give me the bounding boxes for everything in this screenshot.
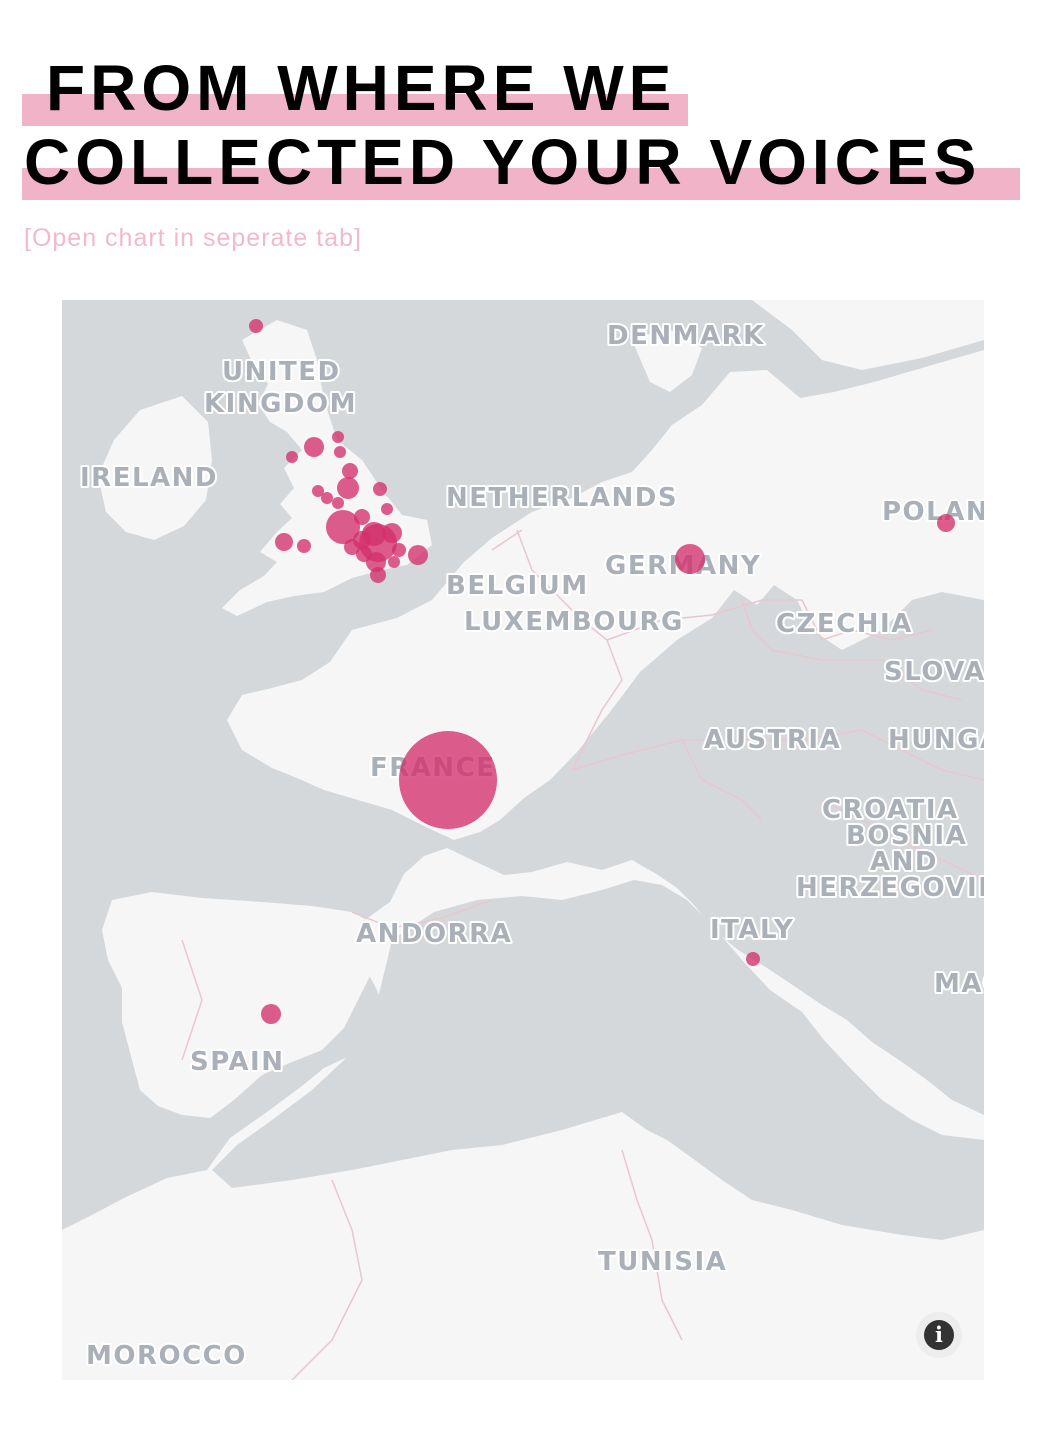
marker-uk-14[interactable] [275,533,293,551]
marker-uk-23[interactable] [388,556,400,568]
headline-text-2: COLLECTED YOUR VOICES [24,126,982,198]
label-poland: POLAN [882,497,984,527]
label-spain: SPAIN [190,1047,284,1077]
marker-germany[interactable] [675,544,705,574]
land-ireland [98,396,212,540]
land-scandinavia [632,300,984,392]
label-united: UNITED [222,357,341,387]
marker-uk-4[interactable] [334,446,346,458]
label-hungary: HUNGA [888,725,984,755]
marker-uk-1[interactable] [304,437,324,457]
marker-uk-10[interactable] [373,482,387,496]
country-borders [181,529,984,1380]
marker-uk-2[interactable] [286,451,298,463]
label-bosnia: BOSNIA [846,821,967,851]
info-icon: i [924,1320,954,1350]
label-kingdom: KINGDOM [204,389,357,419]
label-slovakia: SLOVAI [884,657,984,687]
land-iberia [102,892,392,1118]
marker-uk-20[interactable] [392,543,406,557]
label-tunisia: TUNISIA [598,1247,727,1277]
label-luxembourg: LUXEMBOURG [464,607,684,637]
label-ireland: IRELAND [80,463,218,493]
marker-uk-22[interactable] [366,552,386,572]
map-canvas[interactable]: DENMARK UNITED KINGDOM IRELAND NETHERLAN… [62,300,984,1380]
label-austria: AUSTRIA [704,725,841,755]
marker-italy[interactable] [746,952,760,966]
label-belgium: BELGIUM [446,571,589,601]
map-info-button[interactable]: i [916,1312,962,1358]
headline-text-1: FROM WHERE WE [46,52,677,124]
marker-uk-19[interactable] [382,523,402,543]
label-macedonia: MAC [934,969,984,999]
sea-biscay [142,810,352,900]
marker-uk-15[interactable] [297,539,311,553]
sea-mediterranean [212,880,984,1240]
location-markers[interactable] [249,319,955,1024]
marker-uk-25[interactable] [408,545,428,565]
marker-uk-9[interactable] [332,497,344,509]
label-and: AND [870,847,938,877]
marker-uk-11[interactable] [381,503,393,515]
marker-scotland[interactable] [249,319,263,333]
marker-poland[interactable] [937,514,955,532]
label-denmark: DENMARK [607,321,765,351]
sea-adriatic [762,800,952,1012]
headline-highlight-2 [22,168,1020,200]
label-herzegovina: HERZEGOVIN [796,873,984,903]
marker-spain[interactable] [261,1004,281,1024]
label-czechia: CZECHIA [776,609,913,639]
headline: FROM WHERE WE COLLECTED YOUR VOICES [0,0,1058,210]
label-italy: ITALY [710,915,794,945]
map-view[interactable]: DENMARK UNITED KINGDOM IRELAND NETHERLAN… [62,300,984,1380]
marker-uk-6[interactable] [337,477,359,499]
marker-uk-13[interactable] [326,510,360,544]
marker-uk-24[interactable] [370,567,386,583]
headline-highlight-1 [22,94,688,126]
marker-uk-7[interactable] [312,485,324,497]
label-netherlands: NETHERLANDS [446,483,678,513]
marker-uk-8[interactable] [321,492,333,504]
country-labels: DENMARK UNITED KINGDOM IRELAND NETHERLAN… [78,319,984,1373]
marker-france[interactable] [399,731,497,829]
marker-uk-5[interactable] [342,463,358,479]
open-chart-link[interactable]: [Open chart in seperate tab] [24,224,362,252]
marker-uk-3[interactable] [332,431,344,443]
label-andorra: ANDORRA [356,919,512,949]
label-morocco: MOROCCO [86,1341,247,1371]
label-croatia: CROATIA [822,795,959,825]
